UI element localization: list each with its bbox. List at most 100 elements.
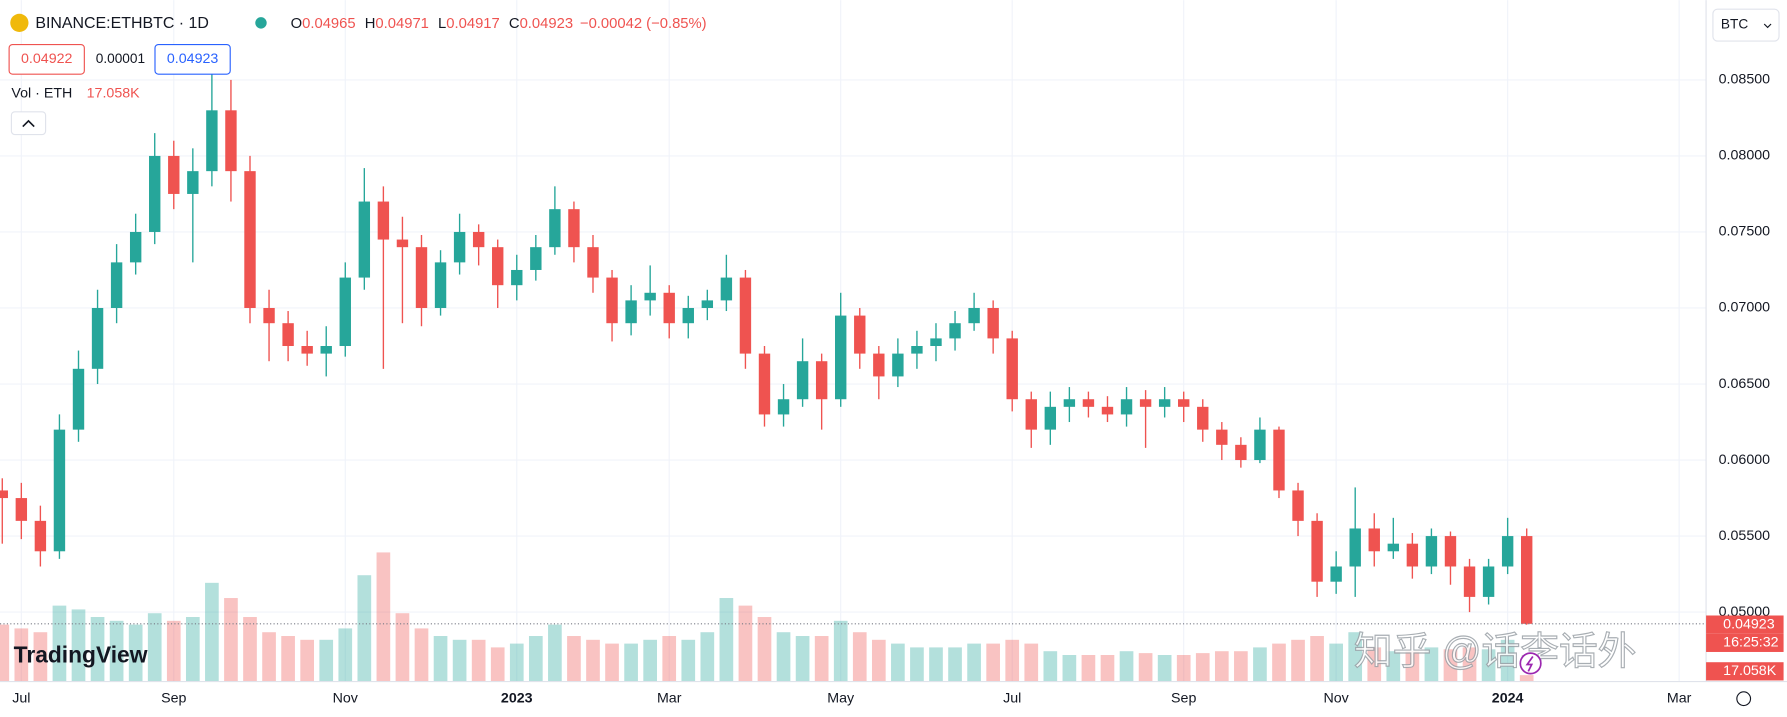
candle-body	[377, 201, 390, 240]
candle-body	[1235, 444, 1247, 461]
volume-tag	[1706, 662, 1784, 681]
volume-bar	[376, 552, 391, 682]
volume-value: 17.058K	[87, 85, 141, 101]
volume-bar	[1348, 632, 1363, 682]
volume-bar	[205, 582, 219, 682]
candle-body	[149, 155, 161, 232]
volume-bar	[452, 639, 467, 682]
volume-bar	[719, 598, 734, 682]
candle-body	[644, 292, 656, 301]
volume-bar	[929, 647, 943, 682]
candle-body	[1501, 536, 1514, 567]
buy-button[interactable]	[154, 43, 231, 75]
volume-tag-value: 17.058K	[1723, 663, 1777, 679]
volume-bar	[776, 632, 791, 682]
candle-body	[263, 307, 275, 324]
collapse-button[interactable]	[10, 111, 47, 136]
currency-dropdown[interactable]	[1712, 8, 1780, 42]
ohlc-value: 0.04965	[302, 16, 356, 32]
candle-body	[1082, 399, 1095, 407]
candle-body	[129, 231, 142, 263]
volume-bar	[1519, 675, 1534, 682]
candle-body	[1425, 536, 1438, 567]
candle-body	[1216, 429, 1228, 445]
candle-body	[206, 110, 218, 172]
volume-bar	[1214, 651, 1229, 682]
candle-body	[968, 307, 980, 324]
candle-body	[492, 247, 504, 286]
change: −0.00042 (−0.85%)	[580, 16, 707, 32]
candle-body	[91, 307, 104, 369]
volume-bar	[567, 636, 581, 682]
x-tick-label: 2024	[1492, 690, 1524, 706]
y-tick-label: 0.06000	[1719, 452, 1771, 468]
volume-bar	[166, 620, 181, 682]
volume-pane	[0, 552, 1534, 682]
x-tick-label: May	[827, 690, 855, 706]
watermark[interactable]: TradingView	[14, 642, 148, 668]
volume-bar	[1119, 651, 1134, 682]
volume-bar	[71, 609, 86, 682]
candle-body	[1292, 490, 1304, 521]
candle-body	[1387, 543, 1400, 552]
x-tick-label: Sep	[1171, 690, 1196, 706]
ohlc-value: 0.04971	[375, 16, 429, 32]
candle-body	[53, 429, 66, 552]
candle-body	[949, 323, 961, 339]
volume-bar	[833, 620, 848, 682]
candle-body	[1521, 536, 1533, 624]
volume-bar	[1272, 643, 1286, 682]
ohlc-label: H	[365, 16, 376, 32]
volume-bar	[1100, 655, 1115, 682]
candle-body	[339, 277, 351, 347]
candle-body	[587, 247, 599, 278]
volume-bar	[1157, 655, 1172, 682]
volume-bar	[14, 628, 29, 682]
volume-bar	[33, 632, 48, 682]
volume-bar	[967, 643, 981, 682]
currency: BTC	[1721, 17, 1748, 32]
x-tick-label: Sep	[161, 690, 186, 706]
candle-body	[320, 346, 332, 354]
candle-body	[682, 307, 694, 324]
candle-body	[549, 209, 561, 248]
candle-body	[511, 269, 523, 286]
volume-bar	[1424, 647, 1439, 682]
sell-button[interactable]	[8, 43, 85, 75]
collapse-icon	[22, 119, 35, 128]
candle-body	[301, 346, 313, 354]
settings-button[interactable]	[1736, 691, 1752, 707]
volume-bar	[90, 617, 105, 682]
market-status[interactable]	[255, 17, 267, 29]
volume-bar	[414, 628, 429, 682]
volume-bar	[871, 639, 886, 682]
x-tick-label: Mar	[1667, 690, 1692, 706]
candle-body	[1139, 399, 1152, 407]
volume-bar	[185, 617, 200, 682]
volume-bar	[700, 632, 715, 682]
candle-body	[606, 277, 618, 324]
candle-body	[1254, 429, 1266, 461]
candle-body	[1063, 399, 1076, 407]
candle-body	[396, 239, 409, 248]
volume-bar	[109, 620, 124, 682]
volume-bar	[643, 639, 657, 682]
candle-body	[187, 171, 199, 194]
candle-body	[453, 231, 466, 263]
candle-body	[701, 300, 714, 308]
countdown: 16:25:32	[1723, 635, 1778, 651]
time-axis: Jul Sep Nov 2023 Mar May Jul Sep Nov 2024 Mar	[12, 690, 1691, 706]
event-icon[interactable]	[1519, 652, 1542, 675]
volume-bar	[490, 647, 505, 682]
volume-bar	[586, 639, 600, 682]
candle-body	[72, 368, 85, 430]
volume-bar	[605, 643, 619, 682]
symbol-title[interactable]: BINANCE:ETHBTC · 1D	[35, 15, 209, 32]
volume-bar	[1081, 655, 1096, 682]
volume-bar	[1462, 647, 1477, 682]
y-tick-label: 0.07000	[1719, 300, 1771, 316]
volume-bar	[224, 598, 238, 682]
candle-body	[1044, 406, 1057, 430]
volume-bar	[1138, 653, 1153, 682]
